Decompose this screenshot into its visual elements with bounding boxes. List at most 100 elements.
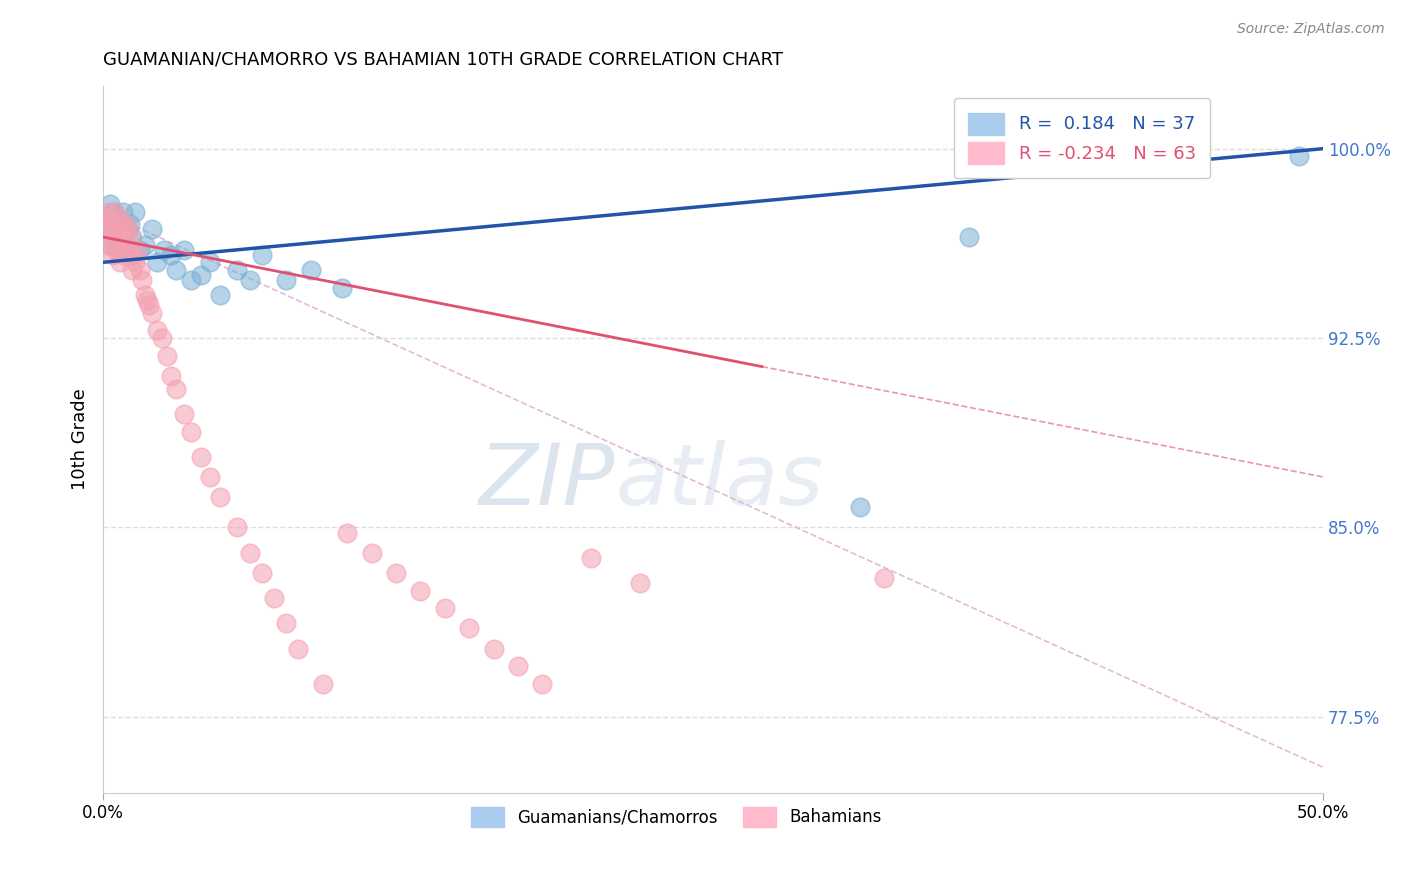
Point [506,659,529,673]
Point [117,222,139,236]
Point [173,243,195,257]
Point [141,306,163,320]
Point [190,450,212,464]
Text: atlas: atlas [616,440,824,523]
Point [97,222,120,236]
Point [121,248,143,262]
Point [131,273,153,287]
Point [128,243,150,257]
Text: Source: ZipAtlas.com: Source: ZipAtlas.com [1237,22,1385,37]
Legend: Guamanians/Chamorros, Bahamians: Guamanians/Chamorros, Bahamians [464,800,889,834]
Point [114,218,136,232]
Point [173,407,195,421]
Point [134,237,156,252]
Point [94,230,117,244]
Point [579,550,602,565]
Point [200,470,222,484]
Point [124,204,146,219]
Point [104,204,127,219]
Point [100,197,122,211]
Point [128,263,150,277]
Point [209,490,232,504]
Point [226,520,249,534]
Point [330,280,353,294]
Point [107,212,129,227]
Point [136,293,159,308]
Point [97,222,120,236]
Point [209,288,232,302]
Point [101,248,124,262]
Point [263,591,285,606]
Point [108,212,131,227]
Point [104,230,127,244]
Point [482,641,505,656]
Point [160,248,183,262]
Point [108,230,131,244]
Point [200,255,222,269]
Point [360,546,382,560]
Point [146,255,169,269]
Point [111,248,134,262]
Point [134,288,156,302]
Point [107,243,129,257]
Y-axis label: 10th Grade: 10th Grade [72,388,89,490]
Point [848,500,870,515]
Point [336,525,359,540]
Point [250,566,273,580]
Point [628,576,651,591]
Point [118,218,141,232]
Point [155,349,177,363]
Point [165,382,187,396]
Point [121,263,143,277]
Point [873,571,896,585]
Text: ZIP: ZIP [479,440,616,523]
Point [190,268,212,282]
Point [1288,149,1310,163]
Point [111,230,134,244]
Point [287,641,309,656]
Point [108,255,131,269]
Point [312,677,335,691]
Text: GUAMANIAN/CHAMORRO VS BAHAMIAN 10TH GRADE CORRELATION CHART: GUAMANIAN/CHAMORRO VS BAHAMIAN 10TH GRAD… [103,51,783,69]
Point [180,273,202,287]
Point [114,235,136,249]
Point [531,677,554,691]
Point [111,204,134,219]
Point [117,222,139,236]
Point [108,222,131,236]
Point [226,263,249,277]
Point [94,212,117,227]
Point [153,243,176,257]
Point [114,243,136,257]
Point [160,368,183,383]
Point [409,583,432,598]
Point [104,230,127,244]
Point [299,263,322,277]
Point [100,237,122,252]
Point [433,601,456,615]
Point [276,273,298,287]
Point [141,222,163,236]
Point [118,230,141,244]
Point [238,546,260,560]
Point [250,248,273,262]
Point [124,255,146,269]
Point [100,212,122,227]
Point [97,204,120,219]
Point [385,566,408,580]
Point [180,425,202,439]
Point [121,230,143,244]
Point [94,212,117,227]
Point [276,616,298,631]
Point [117,243,139,257]
Point [107,218,129,232]
Point [104,218,127,232]
Point [127,243,149,257]
Point [957,230,980,244]
Point [108,243,131,257]
Point [138,298,160,312]
Point [165,263,187,277]
Point [101,204,124,219]
Point [146,324,169,338]
Point [458,622,481,636]
